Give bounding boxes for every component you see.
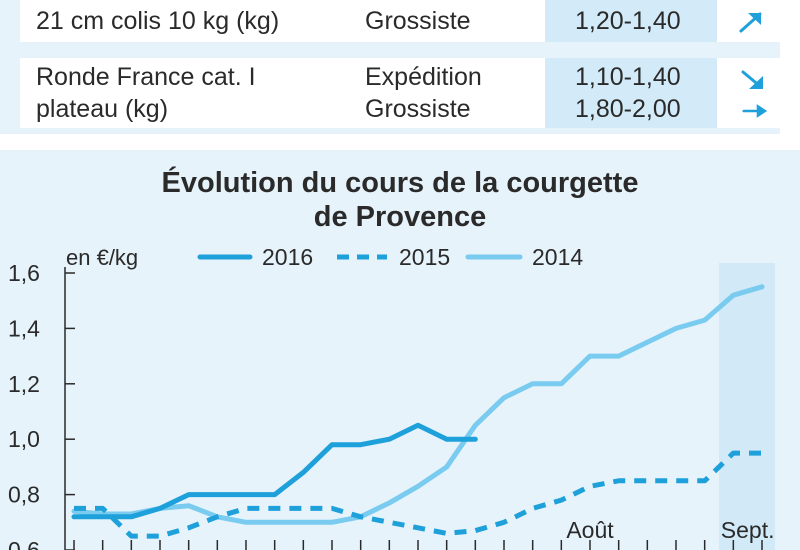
- product-name: Ronde France cat. I: [36, 63, 256, 91]
- price-range: 1,10-1,40: [575, 63, 681, 91]
- price-column: [545, 0, 717, 42]
- trend-down-icon: [741, 70, 763, 89]
- y-tick-label: 1,2: [8, 371, 40, 397]
- legend: en €/kg 2016 2015 2014: [66, 244, 583, 270]
- september-highlight: [719, 263, 775, 550]
- chart-subtitle: de Provence: [313, 201, 487, 233]
- y-tick-label: 1,4: [8, 315, 40, 341]
- y-tick-label: 0,6: [8, 537, 40, 550]
- trend-up-icon: [739, 12, 762, 33]
- table-row: 21 cm colis 10 kg (kg) Grossiste 1,20-1,…: [20, 0, 780, 42]
- y-tick-label: 0,8: [8, 482, 40, 508]
- y-tick-label: 1,6: [8, 260, 40, 286]
- series-lines: [71, 284, 765, 539]
- table-row: Ronde France cat. I plateau (kg) Expédit…: [20, 58, 780, 128]
- axes: 0,6 0,8 1,0 1,2 1,4 1,6 Août Sept.: [8, 260, 775, 550]
- series-line-2015: [74, 450, 762, 539]
- price-range: 1,20-1,40: [575, 7, 681, 35]
- month-label: Août: [566, 517, 614, 543]
- stage-label: Grossiste: [365, 7, 471, 35]
- stage-label: Expédition: [365, 63, 482, 91]
- price-column: [545, 58, 717, 128]
- legend-label-2016: 2016: [262, 244, 313, 270]
- stage-label: Grossiste: [365, 95, 471, 123]
- y-tick-label: 1,0: [8, 426, 40, 452]
- legend-label-2015: 2015: [399, 244, 450, 270]
- series-line-2016: [71, 422, 478, 520]
- series-line-2014: [71, 284, 765, 525]
- month-label: Sept.: [721, 517, 775, 543]
- trend-stable-icon: [742, 104, 768, 118]
- price-table: 21 cm colis 10 kg (kg) Grossiste 1,20-1,…: [0, 0, 800, 134]
- legend-label-2014: 2014: [532, 244, 583, 270]
- price-range: 1,80-2,00: [575, 95, 681, 123]
- chart-panel: Évolution du cours de la courgette de Pr…: [0, 150, 800, 550]
- unit-label: en €/kg: [66, 245, 138, 270]
- chart-title: Évolution du cours de la courgette: [161, 167, 639, 199]
- product-name: 21 cm colis 10 kg (kg): [36, 7, 280, 35]
- product-name-continued: plateau (kg): [36, 95, 169, 123]
- price-line-chart: 0,6 0,8 1,0 1,2 1,4 1,6 Août Sept. en €/kg 2016…: [8, 244, 775, 550]
